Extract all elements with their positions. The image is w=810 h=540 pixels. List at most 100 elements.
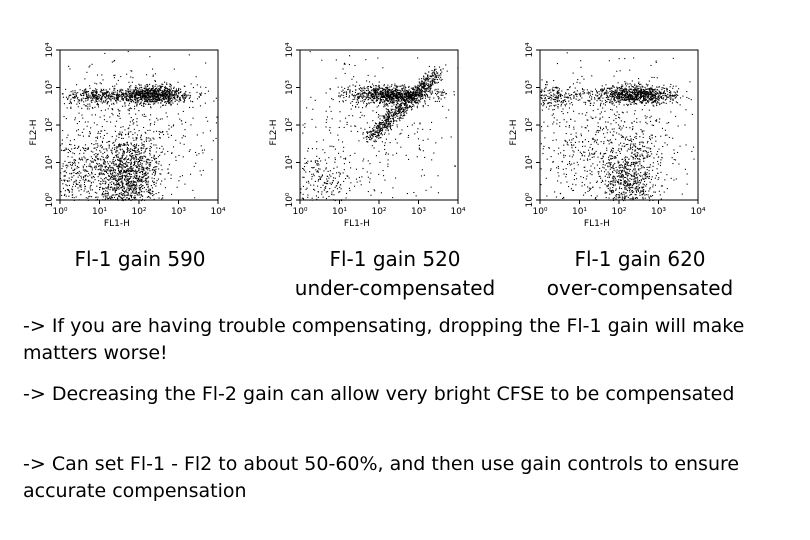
data-point (149, 193, 151, 195)
data-point (373, 140, 375, 142)
data-point (120, 166, 122, 168)
data-point (96, 94, 98, 96)
data-point (127, 90, 129, 92)
data-point (153, 91, 155, 93)
data-point (122, 168, 124, 170)
data-point (366, 131, 368, 133)
data-point (166, 116, 168, 118)
data-point (118, 110, 120, 112)
data-point (66, 148, 68, 150)
data-point (83, 104, 85, 106)
data-point (120, 161, 122, 163)
data-point (89, 85, 91, 87)
data-point (126, 155, 128, 157)
data-point (127, 172, 129, 174)
data-point (83, 92, 85, 94)
data-point (117, 165, 119, 167)
data-point (345, 117, 347, 119)
data-point (159, 147, 161, 149)
data-point (98, 180, 100, 182)
data-point (120, 166, 122, 168)
data-point (150, 98, 152, 100)
data-point (381, 88, 383, 90)
data-point (132, 157, 134, 159)
data-point (416, 107, 418, 109)
data-point (141, 163, 143, 165)
data-point (393, 92, 395, 94)
data-point (365, 92, 367, 94)
data-point (383, 127, 385, 129)
data-point (111, 97, 113, 99)
data-point (103, 115, 105, 117)
data-point (145, 189, 147, 191)
data-point (131, 170, 133, 172)
data-point (62, 96, 64, 98)
data-point (92, 151, 94, 153)
data-point (122, 89, 124, 91)
data-point (61, 179, 63, 181)
data-point (323, 182, 325, 184)
data-point (107, 91, 109, 93)
data-point (117, 154, 119, 156)
data-point (390, 120, 392, 122)
data-point (372, 93, 374, 95)
data-point (306, 181, 308, 183)
data-point (99, 133, 101, 135)
data-point (123, 94, 125, 96)
data-point (120, 94, 122, 96)
data-point (133, 101, 135, 103)
data-point (158, 99, 160, 101)
data-point (144, 90, 146, 92)
data-point (404, 93, 406, 95)
data-point (390, 101, 392, 103)
data-point (399, 109, 401, 111)
data-point (139, 196, 141, 198)
data-point (127, 88, 129, 90)
data-point (367, 94, 369, 96)
data-point (128, 89, 130, 91)
data-point (384, 102, 386, 104)
data-point (325, 191, 327, 193)
data-point (384, 124, 386, 126)
data-point (135, 190, 137, 192)
data-point (123, 98, 125, 100)
data-point (117, 99, 119, 101)
data-point (164, 101, 166, 103)
data-point (428, 86, 430, 88)
data-point (168, 102, 170, 104)
data-point (67, 156, 69, 158)
data-point (153, 101, 155, 103)
data-point (427, 96, 429, 98)
data-point (141, 148, 143, 150)
data-point (316, 141, 318, 143)
data-point (355, 178, 357, 180)
data-point (404, 103, 406, 105)
data-point (120, 170, 122, 172)
data-point (356, 81, 358, 83)
data-point (325, 198, 327, 200)
data-point (111, 93, 113, 95)
data-point (121, 161, 123, 163)
data-point (85, 100, 87, 102)
data-point (374, 125, 376, 127)
data-point (374, 129, 376, 131)
data-point (85, 89, 87, 91)
data-point (362, 95, 364, 97)
data-point (414, 98, 416, 100)
data-point (156, 94, 158, 96)
data-point (166, 97, 168, 99)
data-point (389, 89, 391, 91)
data-point (132, 99, 134, 101)
data-point (149, 162, 151, 164)
data-point (145, 87, 147, 89)
data-point (379, 161, 381, 163)
data-point (152, 95, 154, 97)
data-point (156, 101, 158, 103)
data-point (106, 94, 108, 96)
data-point (348, 95, 350, 97)
data-point (160, 173, 162, 175)
data-point (382, 115, 384, 117)
data-point (121, 131, 123, 133)
data-point (363, 92, 365, 94)
data-point (109, 169, 111, 171)
